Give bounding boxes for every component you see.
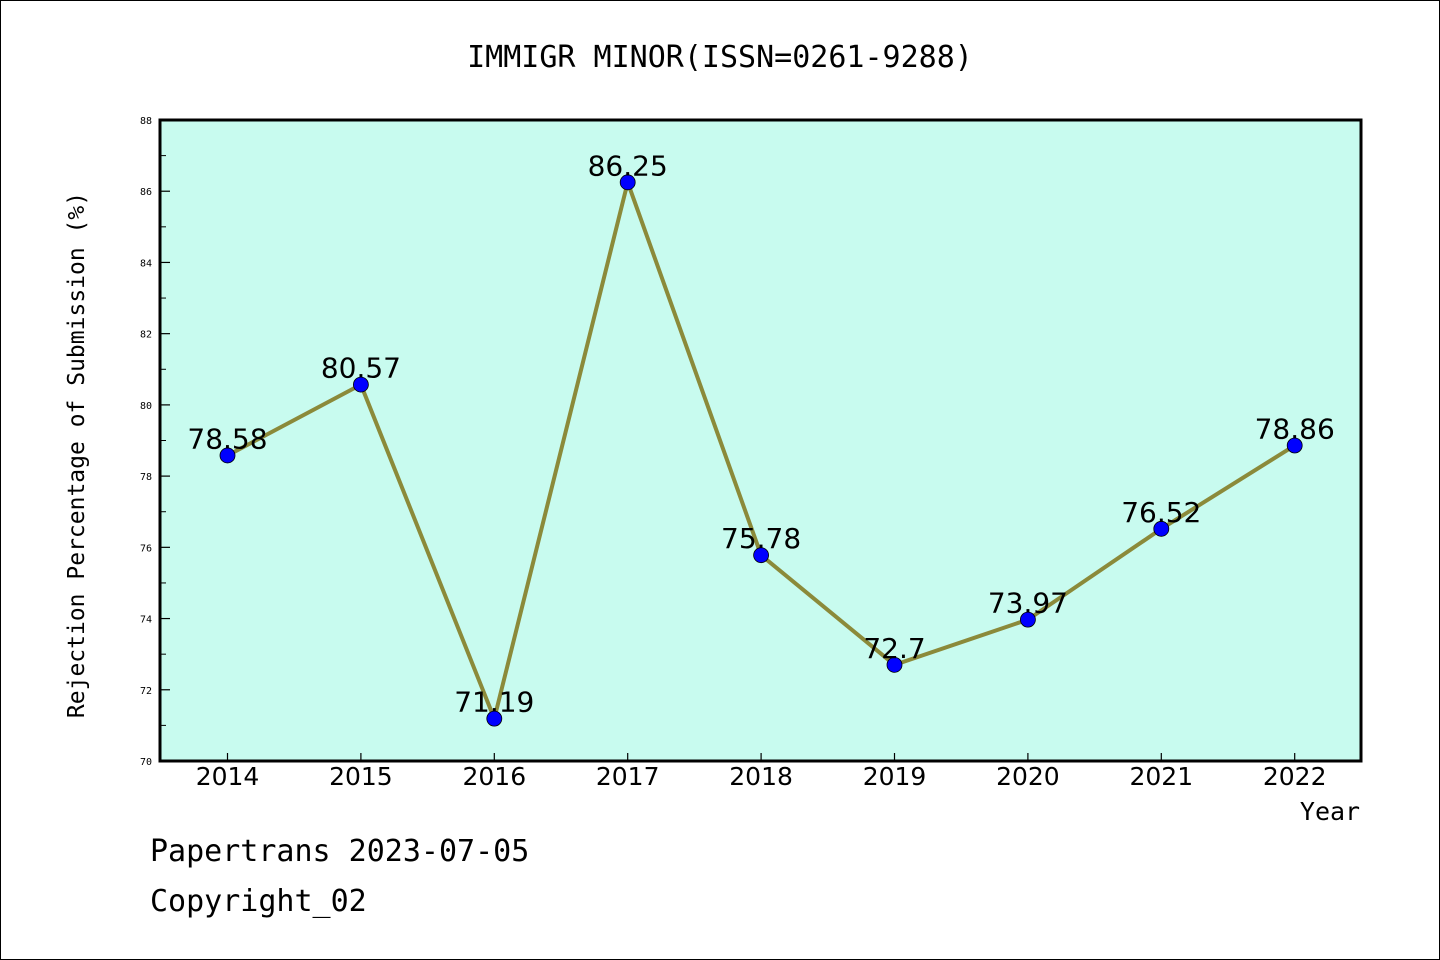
data-label: 78.58 <box>187 422 267 455</box>
source-note: Papertrans 2023-07-05 <box>150 834 530 869</box>
data-label: 78.86 <box>1255 412 1335 445</box>
y-axis-label: Rejection Percentage of Submission (%) <box>64 192 90 718</box>
data-label: 73.97 <box>988 587 1068 620</box>
data-point <box>619 174 636 191</box>
x-tick-label: 2015 <box>329 762 393 791</box>
data-point <box>886 656 903 673</box>
y-tick-label: 88 <box>140 116 152 127</box>
y-tick-label: 78 <box>140 472 152 483</box>
data-label: 80.57 <box>321 352 401 385</box>
data-label: 76.52 <box>1121 496 1201 529</box>
x-tick-label: 2016 <box>462 762 526 791</box>
data-point <box>486 710 503 727</box>
y-tick-label: 70 <box>140 757 152 768</box>
data-label: 86.25 <box>588 149 668 182</box>
data-label: 75.78 <box>721 522 801 555</box>
data-point <box>753 547 769 564</box>
plot-border <box>158 118 1363 763</box>
y-tick-label: 72 <box>140 686 152 697</box>
x-tick-label: 2022 <box>1263 762 1327 791</box>
x-tick-label: 2019 <box>863 762 927 791</box>
y-tick-label: 76 <box>140 543 152 554</box>
x-tick-label: 2017 <box>596 762 660 791</box>
copyright-note: Copyright_02 <box>150 884 367 919</box>
data-point <box>1020 611 1036 628</box>
x-tick-label: 2014 <box>196 762 260 791</box>
y-tick-label: 86 <box>140 187 152 198</box>
data-label: 72.7 <box>863 632 925 665</box>
data-label: 71.19 <box>454 686 534 719</box>
y-tick-label: 74 <box>140 615 152 626</box>
x-axis-label: Year <box>1300 797 1360 826</box>
chart-title: IMMIGR MINOR(ISSN=0261-9288) <box>467 40 973 75</box>
data-point <box>219 447 236 464</box>
data-point <box>1153 520 1170 537</box>
y-tick-label: 80 <box>140 401 152 412</box>
x-tick-label: 2018 <box>729 762 793 791</box>
data-point <box>352 376 369 393</box>
y-tick-label: 84 <box>140 258 152 269</box>
plot-area <box>160 120 1361 761</box>
x-tick-label: 2021 <box>1129 762 1193 791</box>
y-tick-label: 82 <box>140 330 152 341</box>
x-tick-label: 2020 <box>996 762 1060 791</box>
data-point <box>1286 437 1303 454</box>
